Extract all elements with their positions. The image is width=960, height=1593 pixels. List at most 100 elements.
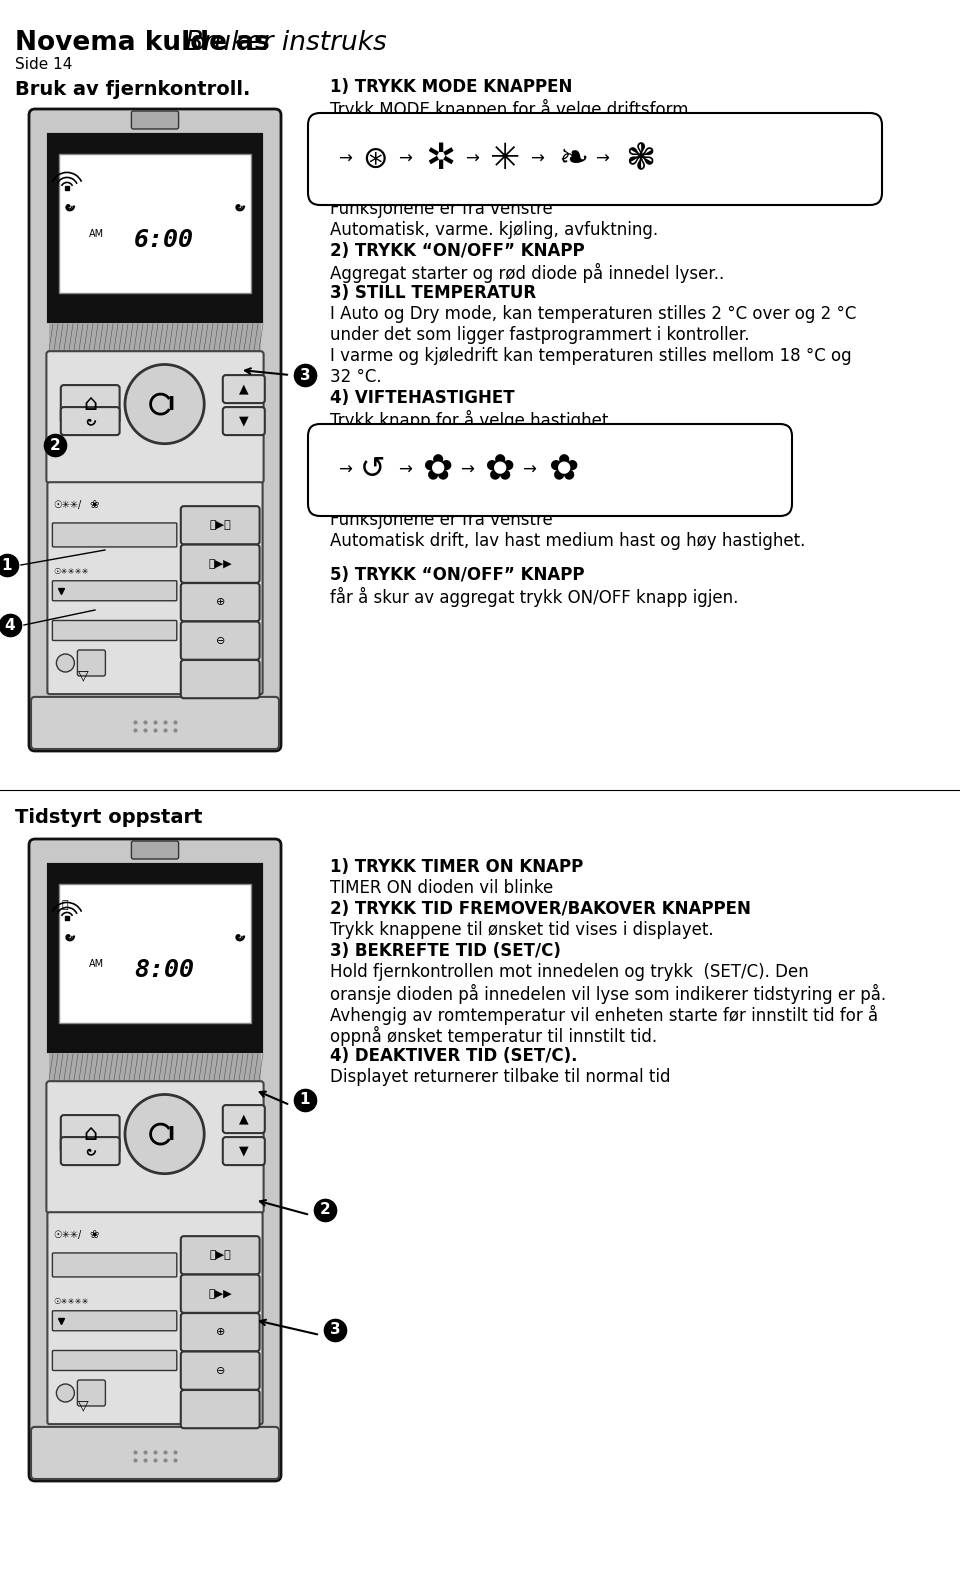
- Text: ▼: ▼: [239, 1145, 249, 1158]
- Text: under det som ligger fastprogrammert i kontroller.: under det som ligger fastprogrammert i k…: [330, 327, 750, 344]
- FancyBboxPatch shape: [49, 1053, 260, 1082]
- Text: →: →: [595, 150, 609, 167]
- Text: 2: 2: [50, 438, 60, 452]
- Circle shape: [57, 655, 75, 672]
- Text: TIMER ON dioden vil blinke: TIMER ON dioden vil blinke: [330, 879, 553, 897]
- FancyBboxPatch shape: [49, 865, 260, 1051]
- FancyBboxPatch shape: [53, 581, 177, 601]
- Text: ⊛: ⊛: [362, 145, 388, 174]
- Text: 4) DEAKTIVER TID (SET/C).: 4) DEAKTIVER TID (SET/C).: [330, 1047, 578, 1066]
- FancyBboxPatch shape: [46, 350, 264, 483]
- FancyBboxPatch shape: [31, 696, 279, 749]
- Text: ⌛▶⏸: ⌛▶⏸: [209, 521, 231, 530]
- Text: ⌛▶▶: ⌛▶▶: [208, 559, 232, 569]
- Text: Funksjonene er fra venstre: Funksjonene er fra venstre: [330, 201, 553, 218]
- FancyBboxPatch shape: [53, 523, 177, 546]
- Text: ↺: ↺: [360, 456, 386, 484]
- Text: ⌛▶▶: ⌛▶▶: [208, 1289, 232, 1298]
- Text: →: →: [398, 460, 412, 479]
- Text: ⌛: ⌛: [62, 900, 68, 910]
- FancyBboxPatch shape: [223, 1137, 265, 1164]
- Text: oransje dioden på innedelen vil lyse som indikerer tidstyring er på.: oransje dioden på innedelen vil lyse som…: [330, 984, 886, 1004]
- Text: Automatisk drift, lav hast medium hast og høy hastighet.: Automatisk drift, lav hast medium hast o…: [330, 532, 805, 550]
- Text: Tidstyrt oppstart: Tidstyrt oppstart: [15, 808, 203, 827]
- Text: Trykk knapp for å velge hastighet.: Trykk knapp for å velge hastighet.: [330, 409, 613, 430]
- Text: AM: AM: [88, 229, 104, 239]
- FancyBboxPatch shape: [223, 408, 265, 435]
- Text: får å skur av aggregat trykk ON/OFF knapp igjen.: får å skur av aggregat trykk ON/OFF knap…: [330, 586, 738, 607]
- FancyBboxPatch shape: [180, 507, 259, 545]
- Text: 8:00: 8:00: [133, 957, 194, 981]
- Circle shape: [125, 365, 204, 444]
- Text: ☉✳✳✳✳: ☉✳✳✳✳: [54, 567, 89, 577]
- FancyBboxPatch shape: [49, 135, 260, 320]
- FancyBboxPatch shape: [180, 1274, 259, 1313]
- Text: ⊕: ⊕: [215, 597, 225, 607]
- FancyBboxPatch shape: [53, 1254, 177, 1278]
- Circle shape: [57, 1384, 75, 1402]
- Text: Bruker instruks: Bruker instruks: [177, 30, 387, 56]
- Text: Hold fjernkontrollen mot innedelen og trykk  (SET/C). Den: Hold fjernkontrollen mot innedelen og tr…: [330, 964, 808, 981]
- Text: ▽: ▽: [78, 669, 88, 682]
- Text: Bruk av fjernkontroll.: Bruk av fjernkontroll.: [15, 80, 251, 99]
- FancyBboxPatch shape: [78, 1380, 106, 1407]
- Text: ☉✳✳✳✳: ☉✳✳✳✳: [54, 1297, 89, 1306]
- Text: ⊖: ⊖: [215, 1365, 225, 1376]
- Text: Automatisk, varme. kjøling, avfuktning.: Automatisk, varme. kjøling, avfuktning.: [330, 221, 659, 239]
- FancyBboxPatch shape: [53, 1351, 177, 1370]
- FancyBboxPatch shape: [180, 660, 259, 698]
- FancyBboxPatch shape: [60, 408, 120, 435]
- Text: 32 °C.: 32 °C.: [330, 368, 382, 386]
- Text: 1: 1: [2, 558, 12, 572]
- Text: 1) TRYKK TIMER ON KNAPP: 1) TRYKK TIMER ON KNAPP: [330, 859, 584, 876]
- Text: ▲: ▲: [239, 1112, 249, 1126]
- Text: I: I: [167, 395, 174, 414]
- FancyBboxPatch shape: [29, 840, 281, 1481]
- FancyBboxPatch shape: [47, 483, 263, 695]
- Text: ✿: ✿: [484, 452, 515, 487]
- Text: 3: 3: [300, 368, 310, 382]
- FancyBboxPatch shape: [78, 650, 106, 675]
- Text: 5) TRYKK “ON/OFF” KNAPP: 5) TRYKK “ON/OFF” KNAPP: [330, 566, 585, 583]
- Text: Novema kulde as: Novema kulde as: [15, 30, 270, 56]
- Text: →: →: [460, 460, 474, 479]
- FancyBboxPatch shape: [49, 323, 260, 350]
- FancyBboxPatch shape: [223, 1106, 265, 1133]
- Circle shape: [125, 1094, 204, 1174]
- Text: I varme og kjøledrift kan temperaturen stilles mellom 18 °C og: I varme og kjøledrift kan temperaturen s…: [330, 347, 852, 365]
- FancyBboxPatch shape: [59, 153, 251, 293]
- Text: ✿: ✿: [422, 452, 452, 487]
- FancyBboxPatch shape: [31, 1427, 279, 1478]
- Text: ▽: ▽: [78, 1399, 88, 1413]
- Text: 2) TRYKK “ON/OFF” KNAPP: 2) TRYKK “ON/OFF” KNAPP: [330, 242, 585, 260]
- FancyBboxPatch shape: [180, 1236, 259, 1274]
- Text: I Auto og Dry mode, kan temperaturen stilles 2 °C over og 2 °C: I Auto og Dry mode, kan temperaturen sti…: [330, 304, 856, 323]
- Text: Ion
•••: Ion •••: [96, 581, 110, 601]
- FancyBboxPatch shape: [59, 884, 251, 1023]
- Text: →: →: [465, 150, 479, 167]
- Text: 1) TRYKK MODE KNAPPEN: 1) TRYKK MODE KNAPPEN: [330, 78, 572, 96]
- Text: 3: 3: [329, 1322, 340, 1338]
- Text: 3) BEKREFTE TID (SET/C): 3) BEKREFTE TID (SET/C): [330, 941, 561, 961]
- Text: ❀: ❀: [89, 1230, 99, 1239]
- Text: →: →: [338, 460, 352, 479]
- FancyBboxPatch shape: [53, 621, 177, 640]
- Text: 4) VIFTEHASTIGHET: 4) VIFTEHASTIGHET: [330, 389, 515, 406]
- FancyBboxPatch shape: [132, 112, 179, 129]
- FancyBboxPatch shape: [60, 1115, 120, 1153]
- Text: ❃: ❃: [625, 142, 656, 175]
- Text: →: →: [522, 460, 536, 479]
- Text: →: →: [338, 150, 352, 167]
- Text: →: →: [530, 150, 544, 167]
- FancyBboxPatch shape: [180, 583, 259, 621]
- FancyBboxPatch shape: [132, 841, 179, 859]
- Text: ⌂: ⌂: [84, 393, 97, 414]
- FancyBboxPatch shape: [180, 545, 259, 583]
- Text: ☉✳✳/: ☉✳✳/: [54, 500, 82, 510]
- Text: ▼: ▼: [239, 414, 249, 427]
- Text: Avhengig av romtemperatur vil enheten starte før innstilt tid for å: Avhengig av romtemperatur vil enheten st…: [330, 1005, 878, 1024]
- Text: →: →: [398, 150, 412, 167]
- FancyBboxPatch shape: [29, 108, 281, 750]
- FancyBboxPatch shape: [308, 424, 792, 516]
- Text: 2) TRYKK TID FREMOVER/BAKOVER KNAPPEN: 2) TRYKK TID FREMOVER/BAKOVER KNAPPEN: [330, 900, 751, 918]
